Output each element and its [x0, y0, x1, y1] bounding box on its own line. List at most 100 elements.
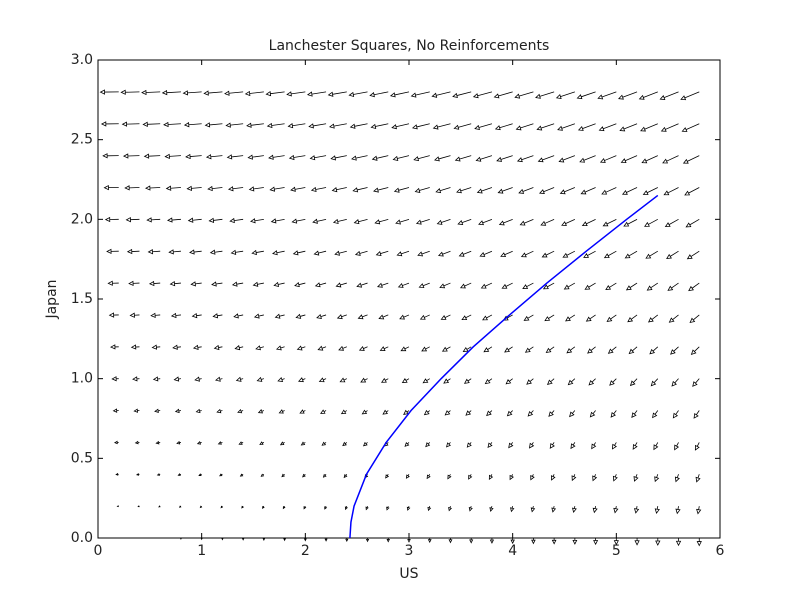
quiver-arrow — [684, 187, 700, 196]
quiver-arrow — [526, 378, 534, 385]
quiver-arrow — [514, 91, 534, 99]
quiver-arrow — [439, 282, 451, 289]
quiver-arrow — [249, 218, 264, 224]
quiver-arrow — [427, 538, 432, 544]
quiver-arrow — [589, 410, 596, 418]
quiver-arrow — [633, 474, 639, 482]
quiver-arrow — [246, 122, 264, 128]
quiver-arrow — [667, 282, 679, 291]
quiver-arrow — [444, 410, 451, 416]
quiver-arrow — [349, 123, 368, 129]
quiver-arrow — [559, 187, 576, 195]
quiver-arrow — [273, 281, 285, 288]
quiver-arrow — [378, 314, 389, 320]
quiver-arrow — [220, 505, 224, 509]
quiver-arrow — [194, 376, 202, 382]
quiver-arrow — [178, 505, 182, 508]
quiver-arrow — [279, 441, 285, 446]
quiver-arrow — [392, 155, 410, 162]
quiver-arrow — [591, 442, 597, 450]
quiver-arrow — [339, 377, 347, 383]
quiver-arrow — [231, 281, 244, 287]
quiver-arrow — [434, 155, 451, 162]
quiver-arrow — [572, 506, 577, 513]
quiver-arrow — [418, 282, 430, 289]
quiver-arrow — [362, 441, 368, 447]
quiver-arrow — [592, 474, 598, 482]
y-tick-label: 2.0 — [71, 211, 93, 227]
quiver-arrow — [142, 121, 161, 127]
quiver-arrow — [379, 346, 389, 351]
quiver-arrow — [112, 408, 119, 413]
quiver-arrow — [299, 409, 306, 414]
quiver-arrow — [540, 218, 555, 226]
quiver-arrow — [427, 506, 432, 512]
quiver-arrow — [310, 186, 327, 193]
quiver-arrow — [386, 538, 391, 543]
quiver-arrow — [199, 505, 203, 509]
quiver-arrow — [519, 218, 534, 226]
quiver-arrow — [644, 218, 658, 227]
x-tick-label: 4 — [508, 543, 517, 559]
quiver-arrow — [155, 440, 161, 445]
quiver-arrow — [340, 409, 348, 415]
quiver-arrow — [99, 89, 119, 95]
quiver-arrow — [268, 154, 285, 160]
quiver-arrow — [613, 506, 619, 514]
quiver-arrow — [241, 505, 244, 509]
quiver-arrow — [605, 282, 617, 291]
quiver-arrow — [601, 187, 617, 195]
quiver-arrow — [125, 217, 140, 223]
quiver-arrow — [374, 218, 389, 225]
quiver-arrow — [110, 344, 119, 350]
quiver-arrow — [675, 538, 682, 547]
quiver-arrow — [169, 281, 181, 287]
quiver-arrow — [555, 91, 575, 99]
quiver-arrow — [462, 346, 472, 352]
quiver-arrow — [584, 282, 596, 290]
quiver-arrow — [369, 91, 389, 98]
quiver-arrow — [611, 442, 617, 450]
quiver-arrow — [530, 506, 536, 513]
quiver-arrow — [121, 121, 140, 127]
quiver-arrow — [272, 250, 285, 256]
quiver-arrow — [542, 282, 555, 290]
quiver-arrow — [619, 123, 638, 132]
quiver-arrow — [671, 378, 679, 387]
quiver-arrow — [675, 506, 681, 515]
quiver-arrow — [558, 155, 576, 163]
quiver-arrow — [577, 123, 596, 131]
quiver-arrow — [419, 314, 430, 320]
quiver-arrow — [134, 440, 140, 445]
quiver-arrow — [680, 91, 700, 101]
quiver-arrow — [603, 250, 617, 259]
quiver-arrow — [448, 506, 453, 512]
quiver-arrow — [344, 505, 348, 511]
quiver-arrow — [504, 346, 513, 353]
quiver-arrow — [351, 155, 368, 161]
quiver-arrow — [497, 187, 513, 194]
quiver-arrow — [120, 89, 140, 95]
quiver-arrow — [404, 442, 410, 447]
quiver-arrow — [569, 410, 576, 418]
y-tick-label: 1.0 — [71, 371, 93, 387]
quiver-arrow — [479, 250, 493, 257]
quiver-arrow — [653, 442, 659, 451]
quiver-arrow — [129, 312, 140, 318]
quiver-arrow — [406, 506, 411, 511]
quiver-arrow — [500, 250, 513, 258]
quiver-arrow — [360, 377, 368, 383]
quiver-arrow — [393, 187, 410, 193]
quiver-arrow — [354, 250, 368, 256]
quiver-arrow — [668, 314, 679, 323]
quiver-arrow — [143, 153, 161, 159]
quiver-arrow — [397, 282, 410, 288]
quiver-arrow — [173, 376, 181, 382]
quiver-arrow — [365, 505, 369, 511]
quiver-arrow — [494, 123, 513, 131]
quiver-arrow — [217, 441, 223, 445]
quiver-arrow — [235, 376, 244, 382]
quiver-arrow — [435, 187, 451, 194]
quiver-arrow — [133, 408, 140, 413]
